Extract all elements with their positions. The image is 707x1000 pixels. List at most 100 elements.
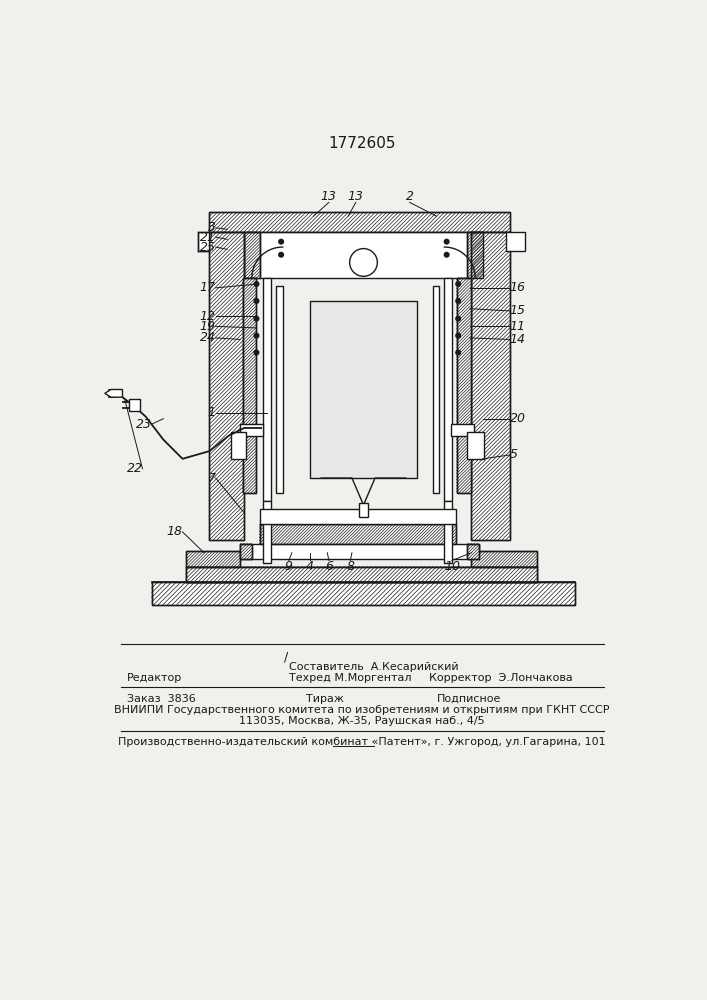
Text: Корректор  Э.Лончакова: Корректор Э.Лончакова xyxy=(429,673,573,683)
Circle shape xyxy=(456,333,460,338)
Text: 4: 4 xyxy=(305,560,314,573)
Bar xyxy=(209,232,244,540)
Text: Составитель  А.Кесарийский: Составитель А.Кесарийский xyxy=(288,662,458,672)
Text: 25: 25 xyxy=(199,241,216,254)
Text: 9: 9 xyxy=(285,560,293,573)
Text: 20: 20 xyxy=(510,412,526,425)
Bar xyxy=(209,232,244,540)
Circle shape xyxy=(456,299,460,303)
Bar xyxy=(472,551,537,567)
Text: 22: 22 xyxy=(127,462,143,475)
Bar xyxy=(450,424,474,436)
Text: 18: 18 xyxy=(167,525,182,538)
Text: 5: 5 xyxy=(510,448,518,461)
Bar xyxy=(152,582,575,605)
Bar xyxy=(276,286,283,493)
Text: 113035, Москва, Ж-35, Раушская наб., 4/5: 113035, Москва, Ж-35, Раушская наб., 4/5 xyxy=(239,716,485,726)
Bar xyxy=(187,551,240,567)
Bar xyxy=(187,551,240,567)
Bar xyxy=(264,501,271,563)
Bar xyxy=(240,544,252,559)
Text: 2: 2 xyxy=(406,190,414,204)
Bar xyxy=(310,301,417,478)
Circle shape xyxy=(444,252,449,257)
FancyArrow shape xyxy=(105,389,122,397)
Bar xyxy=(467,544,479,559)
Text: 17: 17 xyxy=(199,281,216,294)
Bar xyxy=(467,232,483,278)
Text: Подписное: Подписное xyxy=(437,694,501,704)
Bar xyxy=(244,232,259,278)
Text: Заказ  3836: Заказ 3836 xyxy=(127,694,196,704)
Bar xyxy=(129,399,140,411)
Bar xyxy=(472,232,510,540)
Text: 15: 15 xyxy=(510,304,526,317)
Bar xyxy=(467,232,483,278)
Bar xyxy=(506,232,525,251)
Bar xyxy=(433,286,439,493)
Bar xyxy=(457,278,471,493)
Text: 23: 23 xyxy=(136,418,152,431)
Bar xyxy=(198,232,209,251)
Bar xyxy=(457,278,471,493)
Circle shape xyxy=(456,282,460,286)
Bar xyxy=(209,212,510,232)
Text: Производственно-издательский комбинат «Патент», г. Ужгород, ул.Гагарина, 101: Производственно-издательский комбинат «П… xyxy=(118,737,606,747)
Text: 14: 14 xyxy=(510,333,526,346)
Text: 10: 10 xyxy=(444,560,460,573)
Text: 1: 1 xyxy=(208,406,216,419)
Bar xyxy=(472,232,510,540)
Text: 13: 13 xyxy=(321,190,337,204)
Circle shape xyxy=(254,333,259,338)
Bar xyxy=(240,424,264,436)
Bar xyxy=(243,278,257,493)
Bar xyxy=(259,509,456,524)
Circle shape xyxy=(456,316,460,321)
Bar xyxy=(264,278,271,501)
Circle shape xyxy=(350,249,378,276)
Circle shape xyxy=(254,350,259,355)
Text: Редактор: Редактор xyxy=(127,673,182,683)
Bar xyxy=(472,551,537,567)
Bar xyxy=(444,501,452,563)
Text: 13: 13 xyxy=(348,190,364,204)
Text: 3: 3 xyxy=(208,221,216,234)
Text: 24: 24 xyxy=(199,331,216,344)
Bar xyxy=(444,278,452,501)
Bar xyxy=(244,232,259,278)
Bar xyxy=(259,524,456,544)
Circle shape xyxy=(456,350,460,355)
Text: 19: 19 xyxy=(199,320,216,333)
Text: 8: 8 xyxy=(346,560,354,573)
Circle shape xyxy=(279,252,284,257)
Text: 16: 16 xyxy=(510,281,526,294)
Circle shape xyxy=(444,239,449,244)
Circle shape xyxy=(254,299,259,303)
Text: 12: 12 xyxy=(199,310,216,323)
Bar xyxy=(243,278,257,493)
Bar xyxy=(467,544,479,559)
Text: Тираж: Тираж xyxy=(305,694,344,704)
Bar xyxy=(231,432,247,459)
Text: 11: 11 xyxy=(510,320,526,333)
Bar xyxy=(259,524,456,544)
Text: 6: 6 xyxy=(325,560,333,573)
Bar xyxy=(152,582,575,605)
Circle shape xyxy=(279,239,284,244)
Bar xyxy=(359,503,368,517)
Bar xyxy=(187,567,537,582)
Text: 7: 7 xyxy=(208,472,216,485)
Text: ВНИИПИ Государственного комитета по изобретениям и открытиям при ГКНТ СССР: ВНИИПИ Государственного комитета по изоб… xyxy=(115,705,609,715)
Bar xyxy=(240,544,479,559)
Bar xyxy=(209,212,510,232)
Bar xyxy=(240,544,252,559)
Text: /: / xyxy=(284,651,288,664)
Circle shape xyxy=(254,316,259,321)
Bar xyxy=(187,567,537,582)
Bar xyxy=(187,567,537,582)
Text: 21: 21 xyxy=(199,231,216,244)
Bar xyxy=(467,432,484,459)
Bar xyxy=(259,232,467,278)
Text: Техред М.Моргентал: Техред М.Моргентал xyxy=(288,673,411,683)
Circle shape xyxy=(254,282,259,286)
